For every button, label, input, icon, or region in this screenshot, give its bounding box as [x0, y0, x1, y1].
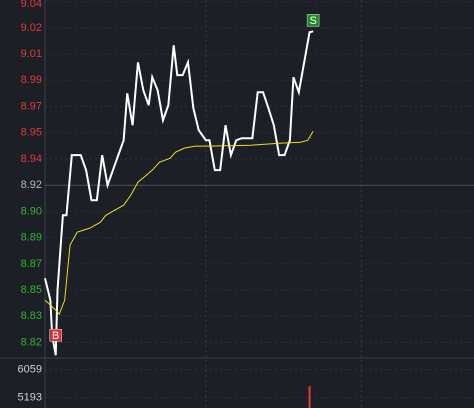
price-line: [44, 131, 314, 316]
y-tick-label: 9.04: [21, 0, 42, 10]
y-tick-label: 8.95: [21, 127, 42, 139]
trade-marker-label: S: [309, 15, 316, 27]
y-tick-label: 8.87: [21, 258, 42, 270]
volume-tick-label: 5193: [18, 391, 42, 403]
volume-bar: [308, 386, 311, 408]
y-tick-label: 8.85: [21, 284, 42, 296]
y-tick-label: 8.82: [21, 336, 42, 348]
trade-marker-label: B: [52, 330, 59, 342]
y-tick-label: 9.02: [21, 22, 42, 34]
y-tick-label: 8.99: [21, 74, 42, 86]
trade-marker: [306, 14, 320, 27]
y-tick-label: 8.83: [21, 310, 42, 322]
y-tick-label: 8.94: [21, 153, 42, 165]
y-tick-label: 8.90: [21, 205, 42, 217]
trade-marker: [49, 328, 62, 342]
y-tick-label: 9.01: [21, 48, 42, 60]
y-tick-label: 8.89: [21, 231, 42, 243]
y-tick-label: 8.92: [21, 179, 42, 191]
y-tick-label: 8.97: [21, 100, 42, 112]
price-line: [44, 30, 314, 356]
volume-tick-label: 6059: [18, 363, 42, 375]
